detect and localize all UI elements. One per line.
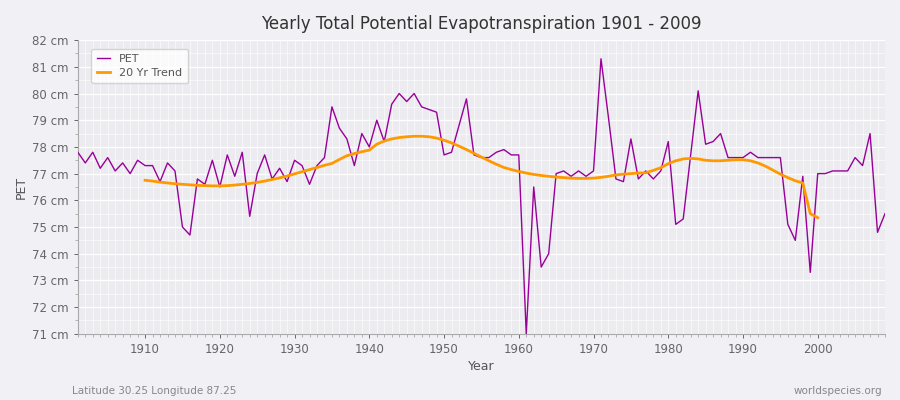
PET: [72, 150, 83, 155]
20 Yr Trend: [797, 180, 808, 185]
X-axis label: Year: Year: [468, 360, 495, 373]
PET: [618, 179, 629, 184]
PET: [132, 158, 143, 163]
PET: [513, 152, 524, 157]
PET: [506, 152, 517, 157]
PET: [297, 163, 308, 168]
20 Yr Trend: [297, 169, 308, 174]
PET: [879, 211, 890, 216]
PET: [596, 56, 607, 61]
20 Yr Trend: [409, 134, 419, 139]
Title: Yearly Total Potential Evapotranspiration 1901 - 2009: Yearly Total Potential Evapotranspiratio…: [261, 15, 702, 33]
20 Yr Trend: [222, 183, 233, 188]
20 Yr Trend: [311, 165, 322, 170]
20 Yr Trend: [805, 211, 815, 216]
20 Yr Trend: [140, 178, 150, 183]
20 Yr Trend: [813, 215, 824, 220]
PET: [521, 332, 532, 336]
Text: Latitude 30.25 Longitude 87.25: Latitude 30.25 Longitude 87.25: [72, 386, 237, 396]
20 Yr Trend: [716, 158, 726, 163]
Line: 20 Yr Trend: 20 Yr Trend: [145, 136, 818, 218]
Text: worldspecies.org: worldspecies.org: [794, 386, 882, 396]
Y-axis label: PET: PET: [15, 175, 28, 198]
Line: PET: PET: [77, 59, 885, 334]
PET: [341, 136, 352, 141]
Legend: PET, 20 Yr Trend: PET, 20 Yr Trend: [92, 49, 188, 83]
